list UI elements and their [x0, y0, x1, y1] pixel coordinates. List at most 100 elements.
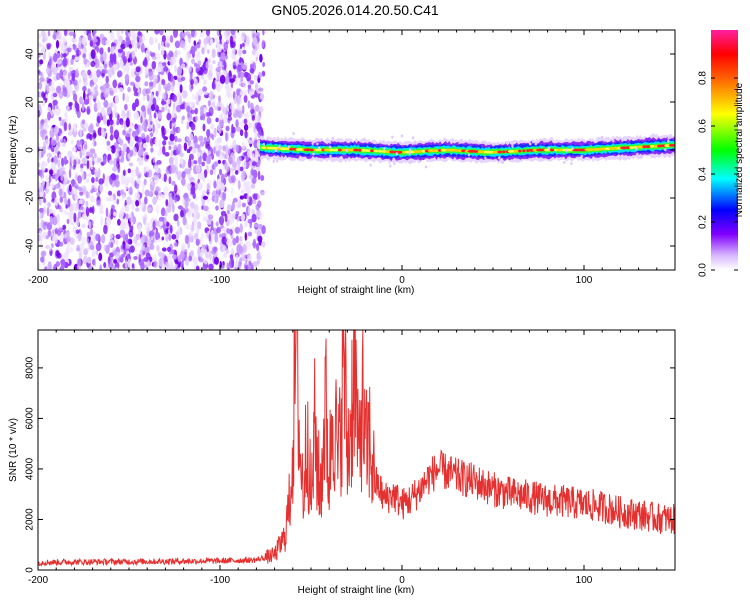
noise-blob [158, 216, 165, 222]
signal-speckle [328, 140, 332, 144]
noise-blob [258, 223, 263, 230]
noise-blob [150, 235, 154, 241]
noise-blob [139, 36, 143, 47]
noise-blob [188, 37, 191, 44]
noise-blob [238, 198, 242, 209]
noise-blob [213, 169, 217, 175]
colorbar-label: Normalized spectral amplitude [734, 82, 745, 217]
noise-blob [38, 162, 41, 168]
noise-blob [46, 76, 50, 83]
noise-blob [238, 155, 242, 162]
noise-blob [224, 159, 227, 170]
noise-blob [195, 164, 201, 173]
noise-blob [258, 213, 264, 220]
noise-blob [214, 256, 219, 265]
noise-blob [44, 138, 50, 147]
noise-blob [193, 208, 199, 217]
noise-blob [208, 91, 214, 101]
noise-blob [125, 233, 129, 243]
noise-blob [211, 220, 214, 230]
noise-blob [69, 105, 73, 110]
noise-blob [107, 46, 111, 53]
noise-blob [197, 88, 203, 96]
noise-blob [120, 79, 124, 86]
noise-blob [50, 80, 55, 88]
noise-blob [96, 115, 101, 124]
noise-blob [256, 122, 262, 132]
noise-blob [238, 257, 242, 267]
noise-blob [157, 123, 161, 129]
noise-blob [124, 104, 128, 111]
noise-blob [122, 56, 128, 64]
noise-blob [169, 156, 174, 165]
noise-blob [130, 136, 135, 145]
noise-blob [249, 63, 254, 70]
noise-blob [239, 72, 245, 78]
noise-blob [250, 102, 254, 111]
noise-blob [230, 129, 235, 139]
noise-blob [187, 111, 190, 119]
noise-blob [151, 60, 157, 70]
noise-blob [83, 58, 88, 65]
noise-blob [247, 263, 253, 270]
noise-blob [232, 47, 236, 55]
noise-blob [224, 173, 228, 178]
noise-blob [53, 235, 58, 244]
noise-blob [207, 214, 214, 220]
noise-blob [188, 231, 194, 237]
noise-blob [74, 56, 80, 61]
signal-speckle [635, 147, 638, 151]
noise-blob [162, 145, 166, 155]
noise-blob [208, 100, 211, 107]
noise-blob [104, 177, 109, 187]
noise-blob [120, 175, 126, 185]
noise-blob [46, 83, 51, 92]
noise-blob [174, 65, 177, 73]
noise-blob [138, 141, 142, 150]
noise-blob [120, 30, 124, 35]
noise-blob [120, 43, 126, 50]
noise-blob [58, 116, 62, 121]
noise-blob [229, 78, 235, 83]
noise-blob [261, 40, 266, 50]
noise-blob [131, 263, 135, 269]
noise-blob [239, 236, 243, 242]
noise-blob [246, 193, 250, 203]
noise-blob [213, 146, 216, 155]
noise-blob [67, 243, 70, 248]
noise-blob [164, 210, 168, 217]
noise-blob [81, 223, 86, 229]
colorbar-tick-label: 0.4 [698, 167, 709, 181]
noise-blob [133, 91, 139, 97]
signal-speckle [393, 162, 396, 166]
noise-blob [99, 264, 103, 270]
noise-blob [140, 236, 144, 244]
noise-blob [254, 104, 260, 112]
signal-speckle [328, 145, 332, 149]
noise-blob [125, 244, 131, 249]
noise-blob [194, 142, 198, 149]
noise-blob [114, 179, 120, 188]
noise-blob [256, 242, 260, 252]
noise-blob [49, 128, 55, 138]
noise-blob [195, 238, 200, 246]
noise-blob [189, 250, 195, 257]
spectrogram-ytick-label: -40 [25, 238, 36, 253]
noise-blob [185, 54, 190, 62]
noise-blob [124, 181, 129, 191]
noise-blob [75, 49, 82, 57]
signal-speckle [382, 147, 386, 151]
noise-blob [40, 219, 45, 229]
noise-blob [164, 152, 170, 157]
noise-blob [208, 263, 214, 270]
noise-blob [123, 65, 127, 74]
noise-blob [52, 209, 56, 216]
noise-blob [152, 74, 158, 83]
noise-blob [258, 72, 263, 79]
noise-blob [247, 218, 253, 224]
noise-blob [102, 83, 107, 93]
noise-blob [129, 149, 134, 157]
noise-blob [243, 118, 248, 125]
noise-blob [149, 231, 154, 237]
